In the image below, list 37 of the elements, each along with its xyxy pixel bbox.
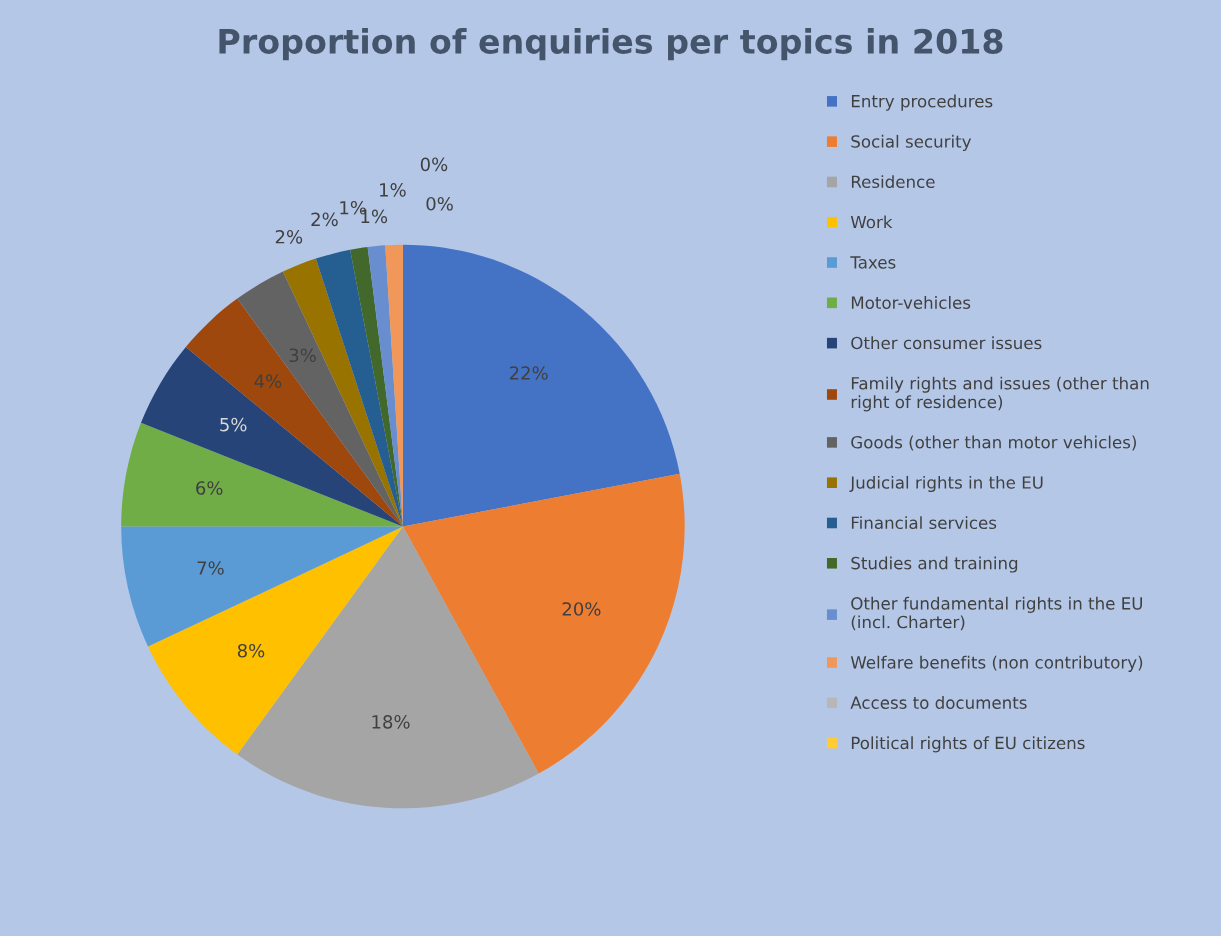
legend-label: Other consumer issues [851,336,1042,350]
legend-label: Entry procedures [851,94,993,111]
legend-label: Judicial rights in the EU [849,475,1043,493]
legend-label: Social security [851,134,972,151]
pie-slice [140,346,403,527]
data-label: 7% [197,561,224,575]
legend-label: Other fundamental rights in the EU (incl. Charter) [851,596,1142,631]
legend-label: Studies and training [851,556,1018,573]
legend-label: Goods (other than motor vehicles) [851,435,1136,451]
pie-slice [350,247,403,527]
legend-label: Motor-vehicles [851,296,971,309]
pie-slice [402,244,680,527]
data-label: 6% [196,481,223,495]
data-label: 2% [311,212,338,227]
pie-slice [185,298,403,527]
legend-label: Family rights and issues (other than right of residence) [851,376,1149,412]
text: 0% [420,157,448,172]
legend-label: Access to documents [850,696,1027,709]
text: 0% [426,196,453,211]
data-label: 1% [380,183,406,197]
data-label: 8% [237,643,265,658]
legend-label: Welfare benefits (non contributory) [850,655,1143,672]
pie-slice [282,258,403,527]
data-label: 4% [254,374,282,389]
chart-title: Proportion of enquiries per topics in 2018 [219,28,1003,61]
data-label: 2% [275,229,303,244]
data-label: 5% [220,417,247,432]
pie-slice [237,526,539,809]
legend-label: Political rights of EU citizens [851,736,1085,753]
data-label: 22% [509,366,548,380]
legend-label: Work [850,215,893,229]
pie-slice [315,249,403,527]
legend-label: Financial services [851,516,997,530]
data-label: 20% [562,602,601,616]
legend-label: Residence [851,175,935,189]
legend-label: Taxes [850,256,896,269]
data-label: 18% [372,715,410,729]
